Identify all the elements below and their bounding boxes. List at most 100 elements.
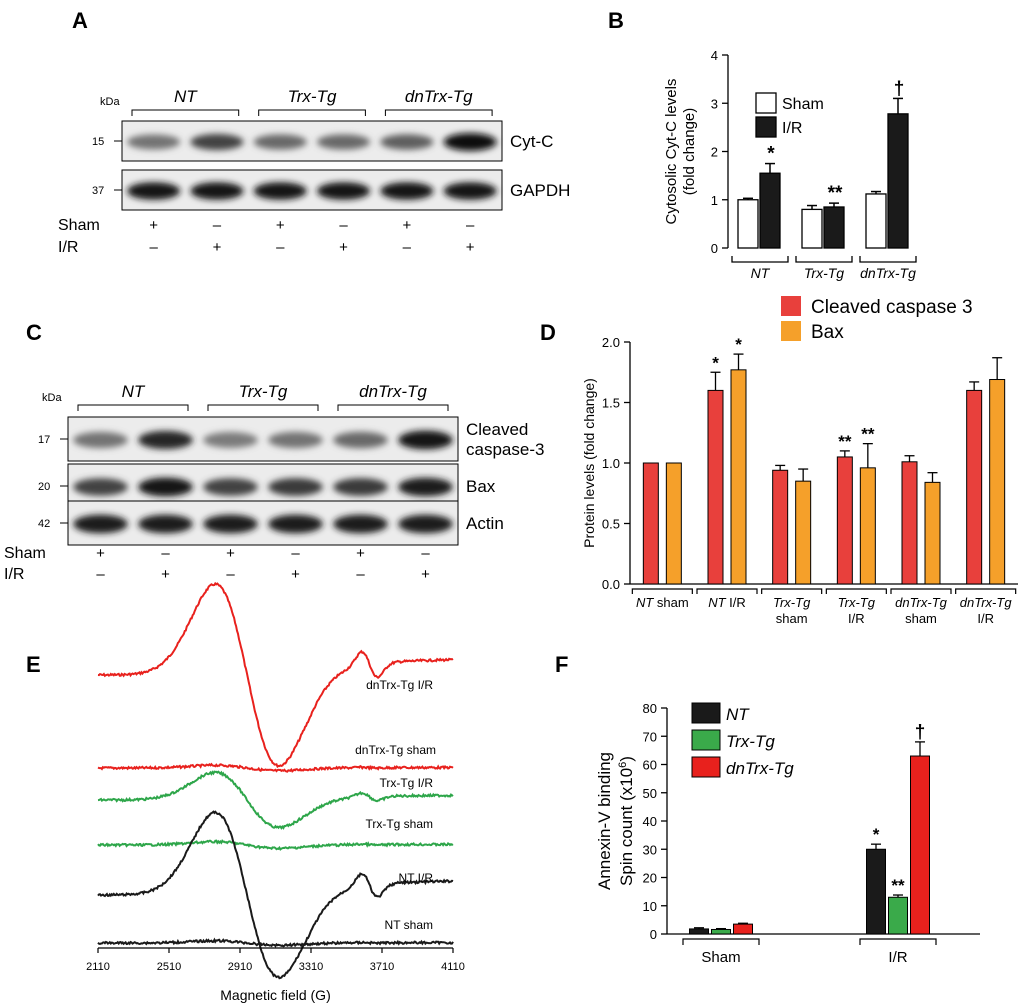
category-bracket	[825, 588, 887, 594]
band-gapdh-lane-1	[127, 182, 181, 200]
sign-i-r-lane-5: –	[356, 566, 365, 583]
band-bax-lane-1	[73, 478, 128, 496]
group-label-trx-tg: Trx-Tg	[239, 382, 288, 401]
category-label-trx-tg: Trx-Tg	[804, 265, 844, 281]
bar-bax-cat-2	[730, 369, 747, 585]
band-cyt-c-lane-6	[443, 133, 497, 151]
y-tick-label-80: 80	[643, 701, 657, 716]
bracket-dntrx-tg	[337, 404, 449, 411]
sign-i-r-lane-3: –	[226, 566, 235, 583]
bar-sham-trx-tg	[801, 208, 823, 249]
band-actin-lane-2	[138, 514, 193, 534]
bar-cleaved-caspase-3-cat-6	[966, 389, 983, 585]
bar-i-r-dntrx-tg	[887, 113, 909, 249]
y-tick-label-50: 50	[643, 786, 657, 801]
y-tick-label-0-5: 0.5	[602, 517, 620, 532]
y-tick-label-60: 60	[643, 758, 657, 773]
spectrum-trx-tg-sham	[97, 839, 454, 851]
x-axis-title: Magnetic field (G)	[220, 987, 330, 1003]
row-label-i-r: I/R	[58, 239, 78, 256]
y-axis-title-line1: Annexin-V binding	[595, 752, 614, 890]
annotation-2-1: *	[735, 335, 742, 354]
bar-trx-tg-i-r	[888, 896, 908, 935]
marker-gapdh: 37	[92, 185, 104, 197]
bar-bax-cat-4	[859, 467, 876, 585]
category-bracket	[682, 938, 760, 945]
band-cyt-c-lane-3	[253, 134, 307, 150]
kda-label: kDa	[100, 96, 120, 108]
bar-chart-b: 0 1 2 3 4 Cytosolic Cyt-C levels (fold change)…	[663, 48, 917, 281]
sign-i-r-lane-2: +	[213, 239, 222, 256]
y-tick-label-20: 20	[643, 871, 657, 886]
x-tick-label-2910: 2910	[228, 961, 252, 973]
band-name-actin: Actin	[466, 514, 504, 533]
category-label-i-r: I/R	[888, 949, 907, 966]
sign-i-r-lane-3: –	[276, 239, 285, 256]
panel-label-e: E	[26, 652, 41, 677]
blot-strip-cyt-c	[121, 120, 503, 162]
y-tick-label-40: 40	[643, 814, 657, 829]
panel-label-c: C	[26, 320, 42, 345]
band-actin-lane-4	[268, 514, 323, 534]
category-label-sham: Sham	[701, 949, 740, 966]
band-name-cleaved-caspase-3-l1: Cleaved	[466, 420, 528, 439]
sign-i-r-lane-5: –	[403, 239, 412, 256]
category-label-4: Trx-Tg	[838, 595, 876, 610]
marker-cleaved-caspase-3: 17	[38, 434, 50, 446]
group-label-dntrx-tg: dnTrx-Tg	[405, 87, 473, 106]
annotation-2: †	[915, 722, 926, 743]
y-tick-label-4: 4	[711, 48, 718, 63]
category-label-3: Trx-Tg	[773, 595, 811, 610]
category-label-line2-6: I/R	[977, 611, 994, 626]
sign-sham-lane-6: –	[421, 545, 430, 562]
bar-bax-cat-6	[989, 379, 1006, 585]
band-bax-lane-5	[333, 478, 388, 496]
band-actin-lane-1	[73, 514, 128, 534]
sign-i-r-lane-6: +	[421, 566, 430, 583]
spectrum-label-trx-tg-i-r: Trx-Tg I/R	[379, 776, 433, 790]
y-tick-label-2-0: 2.0	[602, 335, 620, 350]
legend-label-dntrx-tg: dnTrx-Tg	[726, 759, 794, 778]
bar-sham-dntrx-tg	[865, 193, 887, 249]
y-tick-label-0: 0	[650, 927, 657, 942]
band-actin-lane-3	[203, 514, 258, 534]
legend-label-sham: Sham	[782, 96, 824, 113]
bar-cleaved-caspase-3-cat-4	[836, 456, 853, 585]
sign-i-r-lane-6: +	[466, 239, 475, 256]
x-tick-label-3710: 3710	[370, 961, 394, 973]
bar-bax-cat-3	[795, 480, 812, 585]
kda-label: kDa	[42, 392, 62, 404]
category-bracket	[761, 588, 823, 594]
legend-label-bax: Bax	[811, 322, 844, 343]
y-tick-label-1-5: 1.5	[602, 396, 620, 411]
band-name-cyt-c: Cyt-C	[510, 132, 553, 151]
sign-sham-lane-4: –	[291, 545, 300, 562]
sign-i-r-lane-2: +	[161, 566, 170, 583]
group-label-nt: NT	[122, 382, 146, 401]
band-gapdh-lane-3	[253, 182, 307, 200]
bar-cleaved-caspase-3-cat-3	[772, 469, 789, 585]
sign-sham-lane-5: +	[402, 217, 411, 234]
category-bracket	[955, 588, 1017, 594]
x-tick-label-4110: 4110	[441, 961, 465, 973]
panel-label-d: D	[540, 320, 556, 345]
sign-sham-lane-1: +	[96, 545, 105, 562]
category-label-line2-3: sham	[776, 611, 808, 626]
bar-nt-sham	[689, 928, 709, 935]
bar-cleaved-caspase-3-cat-2	[707, 389, 724, 585]
legend-label-cleaved-caspase-3: Cleaved caspase 3	[811, 297, 973, 318]
band-actin-lane-6	[398, 514, 453, 534]
spectrum-label-trx-tg-sham: Trx-Tg sham	[365, 817, 433, 831]
band-cleaved-caspase-3-lane-6	[398, 430, 453, 450]
spectrum-dntrx-tg-sham	[97, 762, 454, 773]
sign-sham-lane-1: +	[149, 217, 158, 234]
row-label-sham: Sham	[4, 545, 46, 562]
panel-label-a: A	[72, 8, 88, 33]
annotation-dntrx-tg: †	[894, 78, 905, 99]
spectrum-trx-tg-i-r	[97, 770, 454, 830]
category-bracket	[795, 256, 853, 263]
group-label-trx-tg: Trx-Tg	[288, 87, 337, 106]
bar-dntrx-tg-i-r	[910, 755, 930, 935]
y-axis-title: Protein levels (fold change)	[581, 378, 597, 548]
bar-cleaved-caspase-3-cat-5	[901, 461, 918, 585]
